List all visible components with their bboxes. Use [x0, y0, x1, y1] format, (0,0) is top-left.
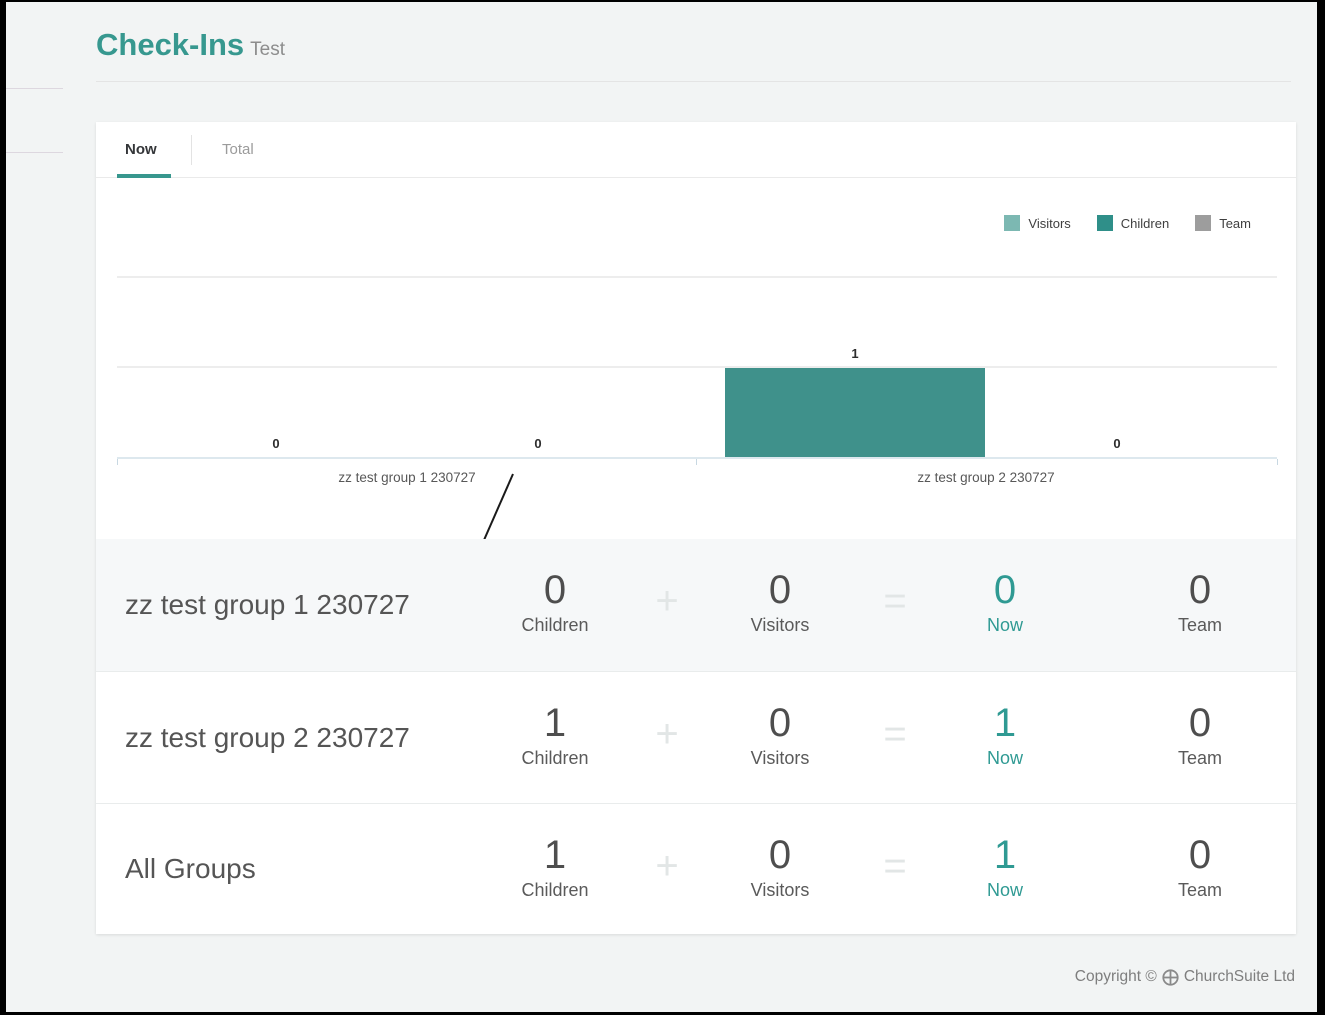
- tab-divider: [191, 135, 192, 165]
- now-count: 1: [993, 833, 1017, 877]
- team-count: 0: [1188, 833, 1212, 877]
- x-axis-tick: [696, 459, 697, 465]
- tab-bar: Now Total: [96, 122, 1296, 178]
- plus-operator: +: [655, 579, 679, 623]
- team-count: 0: [1188, 701, 1212, 745]
- now-stat: 0 Now: [987, 567, 1023, 636]
- group-row-zz-test-group-2[interactable]: zz test group 2 230727 1 Children + 0 Vi…: [96, 671, 1296, 803]
- team-label: Team: [1177, 880, 1223, 900]
- footer: Copyright © ChurchSuite Ltd: [1075, 968, 1295, 986]
- children-label: Children: [521, 880, 589, 900]
- children-count: 1: [543, 833, 567, 877]
- now-label: Now: [986, 880, 1024, 900]
- visitors-label: Visitors: [750, 748, 810, 768]
- equals-operator: =: [883, 712, 907, 756]
- sidebar-edge-divider: [6, 88, 63, 89]
- visitors-stat: 0 Visitors: [751, 832, 810, 901]
- team-label: Team: [1177, 748, 1223, 768]
- children-count: 0: [543, 568, 567, 612]
- tab-now[interactable]: Now: [117, 122, 171, 178]
- group-row-all-groups[interactable]: All Groups 1 Children + 0 Visitors = 1 N…: [96, 803, 1296, 934]
- legend-visitors-label: Visitors: [1028, 215, 1071, 231]
- gridline-value-1: [117, 366, 1277, 368]
- children-swatch-icon: [1096, 215, 1113, 231]
- checkins-bar-chart: Visitors Children Team: [96, 122, 1296, 934]
- children-label: Children: [521, 748, 589, 768]
- group-name: zz test group 2 230727: [125, 721, 410, 753]
- children-stat: 1 Children: [521, 700, 588, 769]
- visitors-label: Visitors: [750, 615, 810, 635]
- x-axis-tick: [1277, 459, 1278, 465]
- bar-value-label: 0: [534, 436, 542, 451]
- group-name: zz test group 1 230727: [125, 589, 410, 620]
- team-swatch-icon: [1195, 215, 1212, 231]
- children-label: Children: [521, 615, 589, 635]
- bar-value-label: 1: [851, 346, 859, 361]
- visitors-count: 0: [768, 701, 792, 745]
- plus-operator: +: [655, 844, 679, 888]
- bar-children-group-2[interactable]: [725, 368, 985, 458]
- x-axis-category-label: zz test group 1 230727: [338, 470, 476, 485]
- now-count: 0: [993, 568, 1017, 612]
- churchsuite-globe-icon: [1162, 968, 1179, 986]
- legend-children-label: Children: [1120, 215, 1170, 231]
- now-stat: 1 Now: [987, 832, 1023, 901]
- equals-operator: =: [883, 579, 907, 623]
- team-count: 0: [1188, 568, 1212, 612]
- children-stat: 0 Children: [521, 567, 588, 636]
- visitors-label: Visitors: [750, 880, 810, 900]
- team-stat: 0 Team: [1178, 567, 1222, 636]
- visitors-stat: 0 Visitors: [751, 567, 810, 636]
- team-stat: 0 Team: [1178, 700, 1222, 769]
- now-label: Now: [986, 615, 1024, 635]
- company-name: ChurchSuite Ltd: [1183, 968, 1295, 985]
- sidebar-edge-divider: [6, 152, 63, 153]
- gridline-value-2: [117, 276, 1277, 278]
- tab-total[interactable]: Total: [222, 122, 254, 177]
- copyright-text: Copyright ©: [1074, 968, 1157, 985]
- page-title-subtitle: Test: [250, 39, 286, 60]
- now-label: Now: [986, 748, 1024, 768]
- legend-team-label: Team: [1219, 215, 1251, 231]
- children-stat: 1 Children: [521, 832, 588, 901]
- checkins-panel: Now Total Visitors Children: [96, 122, 1296, 934]
- x-axis-category-label: zz test group 2 230727: [917, 470, 1055, 485]
- page-title-main: Check-Ins: [96, 27, 245, 62]
- visitors-swatch-icon: [1004, 215, 1021, 231]
- active-tab-underline: [117, 174, 171, 178]
- chart-legend: Visitors Children Team: [1004, 215, 1251, 231]
- legend-item-children[interactable]: Children: [1096, 215, 1170, 231]
- page-title: Check-Ins Test: [96, 26, 285, 63]
- equals-operator: =: [883, 844, 907, 888]
- tab-total-label: Total: [222, 141, 254, 158]
- visitors-count: 0: [768, 833, 792, 877]
- visitors-count: 0: [768, 568, 792, 612]
- visitors-stat: 0 Visitors: [751, 700, 810, 769]
- bar-value-label: 0: [272, 436, 280, 451]
- plus-operator: +: [655, 712, 679, 756]
- now-stat: 1 Now: [987, 700, 1023, 769]
- children-count: 1: [543, 701, 567, 745]
- group-row-zz-test-group-1[interactable]: zz test group 1 230727 0 Children + 0 Vi…: [96, 539, 1296, 671]
- team-label: Team: [1177, 615, 1223, 635]
- legend-item-team[interactable]: Team: [1195, 215, 1251, 231]
- bar-value-label: 0: [1113, 436, 1121, 451]
- x-axis-line: [117, 457, 1277, 459]
- now-count: 1: [993, 701, 1017, 745]
- group-name: All Groups: [125, 853, 256, 884]
- x-axis-tick: [117, 459, 118, 465]
- tab-now-label: Now: [125, 141, 157, 158]
- team-stat: 0 Team: [1178, 832, 1222, 901]
- header-divider: [96, 81, 1291, 82]
- legend-item-visitors[interactable]: Visitors: [1004, 215, 1071, 231]
